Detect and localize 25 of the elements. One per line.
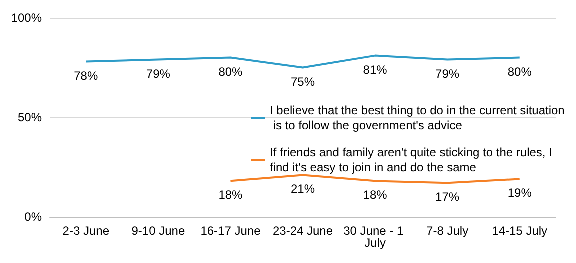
legend-label: If friends and family aren't quite sticking to the rules, I find it's easy to join in and do the same [270, 146, 556, 174]
data-label: 18% [363, 188, 388, 202]
data-label: 79% [146, 66, 171, 81]
x-tick-label: 14-15 July [492, 224, 548, 238]
data-label: 19% [508, 186, 532, 200]
data-label: 80% [508, 64, 532, 79]
x-tick-label: 7-8 July [426, 224, 469, 238]
data-label: 75% [290, 74, 316, 89]
x-tick-label: 30 June - 1 July [344, 224, 407, 250]
y-tick-label: 100% [11, 11, 42, 25]
data-label: 79% [436, 66, 460, 81]
data-label: 81% [363, 62, 388, 77]
y-tick-label: 50% [18, 110, 42, 124]
data-label: 18% [218, 188, 244, 202]
data-label: 17% [436, 190, 460, 204]
data-label: 78% [74, 68, 98, 83]
x-tick-label: 9-10 June [132, 224, 186, 238]
x-tick-label: 16-17 June [200, 224, 262, 238]
line-series [230, 174, 521, 184]
data-label: 80% [218, 64, 244, 79]
x-tick-label: 23-24 June [272, 224, 334, 238]
y-tick-label: 0% [24, 210, 42, 224]
x-tick-label: 2-3 June [62, 224, 110, 238]
data-label: 21% [290, 182, 316, 196]
legend-label: I believe that the best thing to do in the current situation is to follow the government's advice [270, 104, 565, 132]
